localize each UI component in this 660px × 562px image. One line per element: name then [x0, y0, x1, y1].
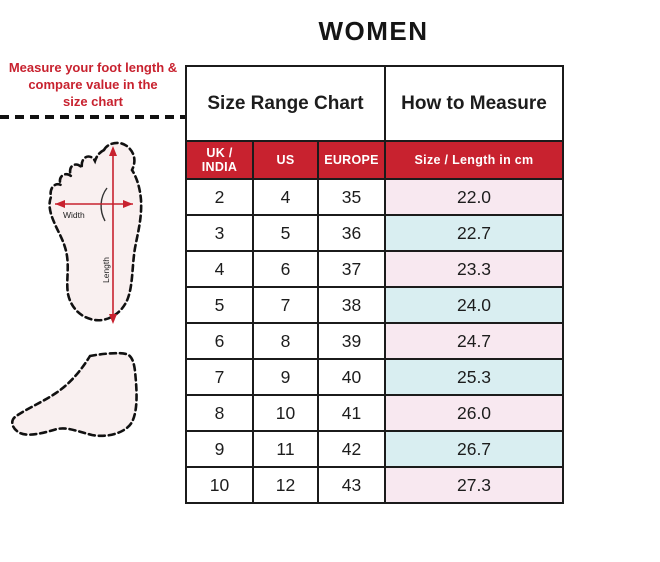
cell-length-cm: 26.0: [384, 394, 565, 432]
cell-us: 12: [252, 466, 319, 504]
cell-uk-india: 6: [185, 322, 254, 360]
cell-europe: 39: [316, 322, 387, 360]
table-row: 5 7 38 24.0: [185, 286, 565, 324]
cell-europe: 36: [316, 214, 387, 252]
length-label: Length: [101, 257, 111, 283]
dashed-connector-line: [0, 115, 186, 119]
cell-uk-india: 3: [185, 214, 254, 252]
cell-length-cm: 24.7: [384, 322, 565, 360]
footprint-diagram: Width Length: [48, 141, 143, 324]
cell-europe: 40: [316, 358, 387, 396]
cell-europe: 43: [316, 466, 387, 504]
cell-us: 10: [252, 394, 319, 432]
table-row: 8 10 41 26.0: [185, 394, 565, 432]
cell-length-cm: 22.0: [384, 178, 565, 216]
cell-europe: 42: [316, 430, 387, 468]
cell-us: 8: [252, 322, 319, 360]
instruction-line-2: compare value in the: [28, 76, 158, 92]
length-arrowhead-bottom: [109, 314, 117, 324]
table-row: 7 9 40 25.3: [185, 358, 565, 396]
col-header-europe: EUROPE: [316, 140, 387, 180]
side-foot-diagram: [10, 351, 138, 438]
cell-uk-india: 9: [185, 430, 254, 468]
width-arrowhead-left: [55, 200, 65, 208]
cell-uk-india: 2: [185, 178, 254, 216]
width-arrowhead-right: [123, 200, 133, 208]
length-arrowhead-top: [109, 146, 117, 156]
instruction-line-1: Measure your foot length &: [8, 60, 178, 75]
cell-europe: 35: [316, 178, 387, 216]
size-chart-table: Size Range Chart How to Measure UK / IND…: [184, 65, 565, 504]
cell-length-cm: 25.3: [384, 358, 565, 396]
cell-length-cm: 24.0: [384, 286, 565, 324]
cell-uk-india: 4: [185, 250, 254, 288]
cell-us: 9: [252, 358, 319, 396]
cell-europe: 38: [316, 286, 387, 324]
col-header-us: US: [252, 140, 319, 180]
group-header-row: Size Range Chart How to Measure: [184, 65, 565, 142]
cell-europe: 41: [316, 394, 387, 432]
cell-uk-india: 10: [185, 466, 254, 504]
col-header-uk-india: UK / INDIA: [185, 140, 254, 180]
size-table-body: 2 4 35 22.0 3 5 36 22.7 4 6 37 23.3 5 7 …: [185, 178, 565, 504]
measure-instruction-text: Measure your foot length & compare value…: [0, 60, 186, 111]
table-row: 6 8 39 24.7: [185, 322, 565, 360]
cell-length-cm: 22.7: [384, 214, 565, 252]
cell-us: 7: [252, 286, 319, 324]
table-row: 2 4 35 22.0: [185, 178, 565, 216]
footprint-outline: [48, 141, 143, 322]
col-header-size-length: Size / Length in cm: [384, 140, 565, 180]
cell-uk-india: 5: [185, 286, 254, 324]
cell-us: 11: [252, 430, 319, 468]
page-title: WOMEN: [318, 16, 429, 46]
instruction-line-3: size chart: [63, 93, 123, 109]
table-row: 9 11 42 26.7: [185, 430, 565, 468]
table-row: 4 6 37 23.3: [185, 250, 565, 288]
cell-uk-india: 7: [185, 358, 254, 396]
cell-length-cm: 23.3: [384, 250, 565, 288]
cell-length-cm: 26.7: [384, 430, 565, 468]
cell-uk-india: 8: [185, 394, 254, 432]
size-range-chart-header: Size Range Chart: [184, 65, 387, 142]
cell-us: 6: [252, 250, 319, 288]
table-row: 3 5 36 22.7: [185, 214, 565, 252]
cell-length-cm: 27.3: [384, 466, 565, 504]
how-to-measure-header: How to Measure: [384, 65, 565, 142]
column-header-row: UK / INDIA US EUROPE Size / Length in cm: [185, 140, 565, 180]
cell-us: 4: [252, 178, 319, 216]
table-row: 10 12 43 27.3: [185, 466, 565, 504]
cell-us: 5: [252, 214, 319, 252]
side-foot-outline: [10, 351, 138, 438]
width-label: Width: [63, 210, 85, 220]
cell-europe: 37: [316, 250, 387, 288]
